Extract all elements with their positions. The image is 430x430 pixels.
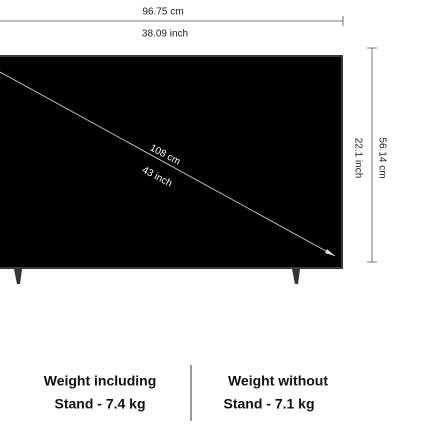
height-imperial: 22.1 inch: [352, 138, 363, 179]
stand-foot: [14, 269, 22, 284]
diagonal-arrow: [325, 249, 335, 256]
diagonal-line: [0, 71, 336, 257]
weight-label: Weight including: [44, 373, 157, 389]
weight-value: Stand - 7.1 kg: [223, 396, 314, 412]
width-imperial: 38.09 inch: [142, 29, 188, 40]
height-metric: 56.14 cm: [376, 137, 387, 178]
weight-label: Weight without: [228, 373, 328, 389]
tv-screen: [0, 57, 341, 267]
weight-value: Stand - 7.4 kg: [54, 396, 145, 412]
width-metric: 96.75 cm: [142, 7, 183, 18]
stand-foot: [292, 269, 300, 284]
